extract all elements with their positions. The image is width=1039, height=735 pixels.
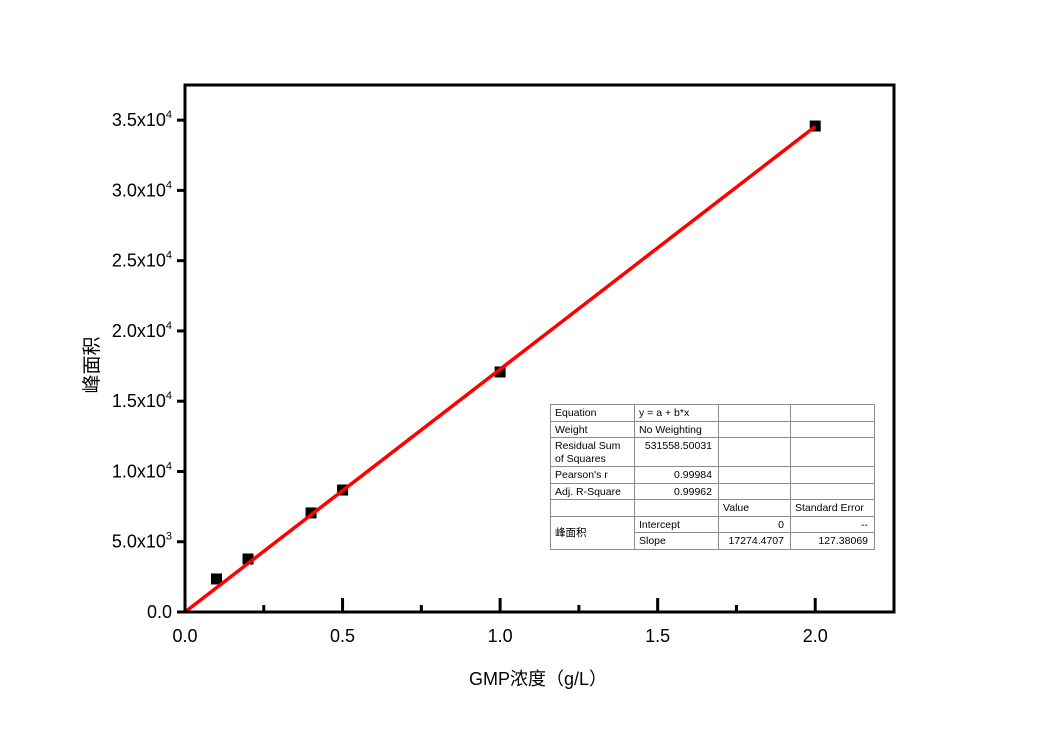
empty-cell xyxy=(718,404,791,422)
param-stderr: 127.38069 xyxy=(790,532,875,550)
y-tick-label-base: 5.0x10 xyxy=(112,532,166,552)
empty-cell xyxy=(718,482,791,500)
x-tick-label: 2.0 xyxy=(803,626,828,646)
y-tick-label-base: 0.0 xyxy=(147,602,172,622)
table-row: Adj. R-Square 0.99962 xyxy=(550,482,875,500)
y-tick-label-exponent: 3 xyxy=(166,531,172,543)
empty-cell xyxy=(718,420,791,438)
table-row: Equation y = a + b*x xyxy=(550,404,875,422)
empty-cell xyxy=(790,482,875,500)
pearson-value: 0.99984 xyxy=(634,466,719,484)
y-tick-label-exponent: 4 xyxy=(166,390,172,402)
y-axis-label: 峰面积 xyxy=(81,336,103,393)
plot-marks xyxy=(183,120,821,614)
data-point xyxy=(211,573,223,585)
empty-cell xyxy=(550,499,635,517)
table-row: Pearson's r 0.99984 xyxy=(550,466,875,484)
param-name: Intercept xyxy=(634,515,719,533)
y-tick-label: 0.0 xyxy=(147,602,172,622)
y-tick-label: 2.5x104 xyxy=(112,250,172,271)
dataset-label: 峰面积 xyxy=(550,515,635,550)
equation-value: y = a + b*x xyxy=(634,404,719,422)
value-header: Value xyxy=(718,499,791,517)
param-name: Slope xyxy=(634,532,719,550)
empty-cell xyxy=(718,466,791,484)
pearson-label: Pearson's r xyxy=(550,466,635,484)
fit-results-table: Equation y = a + b*x Weight No Weighting… xyxy=(550,404,875,550)
equation-label: Equation xyxy=(550,404,635,422)
weight-label: Weight xyxy=(550,420,635,438)
rss-value: 531558.50031 xyxy=(634,437,719,467)
empty-cell xyxy=(634,499,719,517)
y-tick-label: 3.0x104 xyxy=(112,179,172,200)
empty-cell xyxy=(790,404,875,422)
fit-line xyxy=(183,125,817,614)
empty-cell xyxy=(790,466,875,484)
y-tick-label-exponent: 4 xyxy=(166,109,172,121)
y-tick-label-exponent: 4 xyxy=(166,320,172,332)
x-tick-label: 0.5 xyxy=(330,626,355,646)
table-row: Value Standard Error xyxy=(550,499,875,517)
data-point xyxy=(494,366,506,378)
y-tick-label: 2.0x104 xyxy=(112,320,172,341)
y-tick-label-exponent: 4 xyxy=(166,250,172,262)
table-row: Slope 17274.4707 127.38069 xyxy=(551,532,875,550)
empty-cell xyxy=(790,420,875,438)
adj-r-square-value: 0.99962 xyxy=(634,482,719,500)
y-tick-label-base: 1.5x10 xyxy=(112,391,166,411)
param-stderr: -- xyxy=(790,515,875,533)
plot-frame xyxy=(183,83,896,614)
y-tick-label-base: 1.0x10 xyxy=(112,461,166,481)
table-row: 峰面积 Intercept 0 -- xyxy=(550,515,875,550)
param-value: 0 xyxy=(718,515,791,533)
weight-value: No Weighting xyxy=(634,420,719,438)
y-tick-label-exponent: 4 xyxy=(166,460,172,472)
y-tick-label-base: 3.5x10 xyxy=(112,110,166,130)
x-tick-label: 0.0 xyxy=(172,626,197,646)
empty-cell xyxy=(718,437,791,467)
plot-axes: 0.0 0.5 1.0 1.5 2.00.05.0x1031.0x1041.5x1042… xyxy=(112,83,896,646)
x-axis-label: GMP浓度（g/L） xyxy=(469,669,607,689)
rss-label: Residual Sum of Squares xyxy=(550,437,635,467)
x-tick-label: 1.0 xyxy=(488,626,513,646)
standard-error-header: Standard Error xyxy=(790,499,875,517)
data-point xyxy=(809,120,821,132)
y-tick-label-base: 2.5x10 xyxy=(112,251,166,271)
x-tick-label: 1.5 xyxy=(645,626,670,646)
y-tick-label-exponent: 4 xyxy=(166,179,172,191)
y-tick-label: 3.5x104 xyxy=(112,109,172,130)
data-point xyxy=(242,553,254,565)
y-tick-label: 1.5x104 xyxy=(112,390,172,411)
y-tick-label-base: 2.0x10 xyxy=(112,321,166,341)
empty-cell xyxy=(790,437,875,467)
adj-r-square-label: Adj. R-Square xyxy=(550,482,635,500)
table-row: Residual Sum of Squares 531558.50031 xyxy=(550,437,875,467)
y-tick-label: 1.0x104 xyxy=(112,460,172,481)
y-tick-label-base: 3.0x10 xyxy=(112,180,166,200)
y-tick-label: 5.0x103 xyxy=(112,531,172,552)
param-value: 17274.4707 xyxy=(718,532,791,550)
table-row: Weight No Weighting xyxy=(550,420,875,438)
